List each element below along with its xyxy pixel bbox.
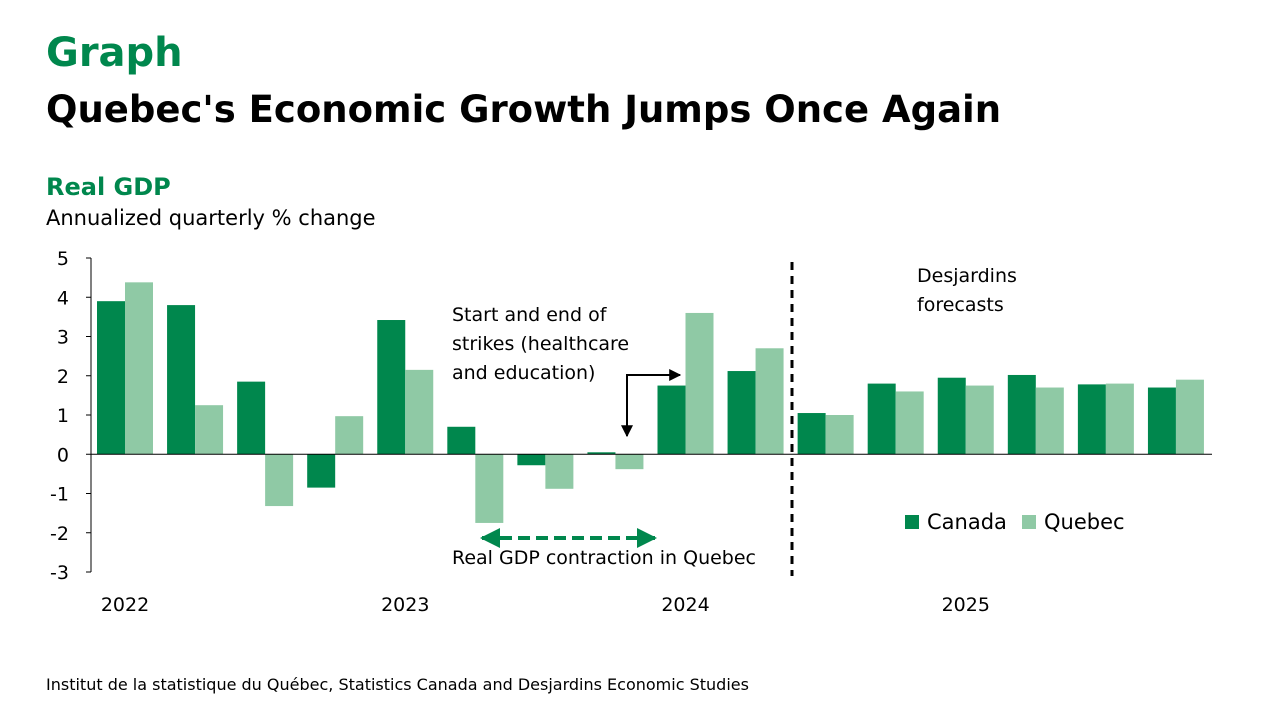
bar-quebec-4 — [335, 416, 364, 455]
bar-quebec-12 — [895, 391, 924, 455]
bar-quebec-13 — [965, 385, 994, 455]
strikes-annotation-line-1: Start and end of — [452, 304, 608, 326]
legend-label-quebec: Quebec — [1044, 510, 1125, 534]
x-tick-label: 2025 — [942, 594, 990, 616]
y-tick-label: 1 — [57, 405, 69, 427]
bar-quebec-10 — [755, 348, 784, 455]
y-tick-label: -1 — [50, 484, 69, 506]
bar-canada-16 — [1147, 387, 1176, 455]
y-tick-label: 4 — [57, 287, 69, 309]
bar-canada-12 — [867, 383, 896, 455]
forecast-annotation-line-1: Desjardins — [917, 265, 1017, 287]
bar-quebec-6 — [475, 454, 504, 523]
bar-quebec-11 — [825, 415, 854, 455]
bar-canada-10 — [727, 371, 756, 455]
y-tick-label: 0 — [57, 444, 69, 466]
legend-swatch-quebec — [1022, 515, 1036, 529]
bar-quebec-8 — [615, 454, 644, 470]
bar-quebec-5 — [405, 369, 434, 455]
bar-quebec-16 — [1175, 379, 1204, 455]
bar-canada-8 — [587, 452, 616, 455]
bar-quebec-7 — [545, 454, 574, 489]
bars — [97, 282, 1204, 523]
bar-canada-2 — [167, 305, 196, 455]
bar-canada-4 — [307, 454, 336, 488]
forecast-annotation-line-2: forecasts — [917, 294, 1004, 316]
y-tick-label: 2 — [57, 366, 69, 388]
bar-quebec-9 — [685, 312, 714, 455]
bar-quebec-1 — [125, 282, 153, 455]
contraction-annotation: Real GDP contraction in Quebec — [452, 547, 756, 569]
bar-quebec-15 — [1105, 383, 1134, 455]
bar-canada-11 — [797, 413, 826, 455]
bar-canada-15 — [1077, 384, 1106, 455]
y-axis: 5 4 3 2 1 0 -1 -2 -3 — [50, 248, 92, 584]
legend-label-canada: Canada — [927, 510, 1007, 534]
bar-quebec-14 — [1035, 387, 1064, 455]
x-tick-label: 2024 — [661, 594, 709, 616]
y-tick-label: 5 — [57, 248, 69, 270]
legend-swatch-canada — [905, 515, 919, 529]
y-tick-label: -2 — [50, 523, 69, 545]
x-tick-label: 2022 — [101, 594, 149, 616]
graph-label: Graph — [46, 30, 183, 76]
bar-canada-7 — [517, 454, 546, 466]
bar-canada-3 — [237, 381, 266, 455]
bar-canada-13 — [937, 377, 966, 455]
bar-canada-9 — [657, 385, 686, 455]
chart-title: Quebec's Economic Growth Jumps Once Agai… — [46, 88, 1002, 131]
strikes-annotation-line-2: strikes (healthcare — [452, 333, 629, 355]
chart-subtitle: Real GDP — [46, 173, 171, 201]
bar-quebec-3 — [265, 454, 294, 507]
bar-canada-1 — [97, 301, 125, 455]
source-note: Institut de la statistique du Québec, St… — [46, 675, 749, 694]
chart-unit-label: Annualized quarterly % change — [46, 206, 376, 230]
y-tick-label: -3 — [50, 562, 69, 584]
bar-quebec-2 — [195, 405, 224, 455]
x-axis: 2022 2023 2024 2025 — [91, 453, 1212, 616]
bar-canada-6 — [447, 426, 476, 455]
x-tick-label: 2023 — [381, 594, 429, 616]
legend: Canada Quebec — [905, 510, 1125, 534]
strikes-arrow — [621, 369, 682, 438]
strikes-annotation-line-3: and education) — [452, 362, 595, 384]
bar-canada-5 — [377, 320, 406, 455]
bar-canada-14 — [1007, 374, 1036, 455]
y-tick-label: 3 — [57, 327, 69, 349]
